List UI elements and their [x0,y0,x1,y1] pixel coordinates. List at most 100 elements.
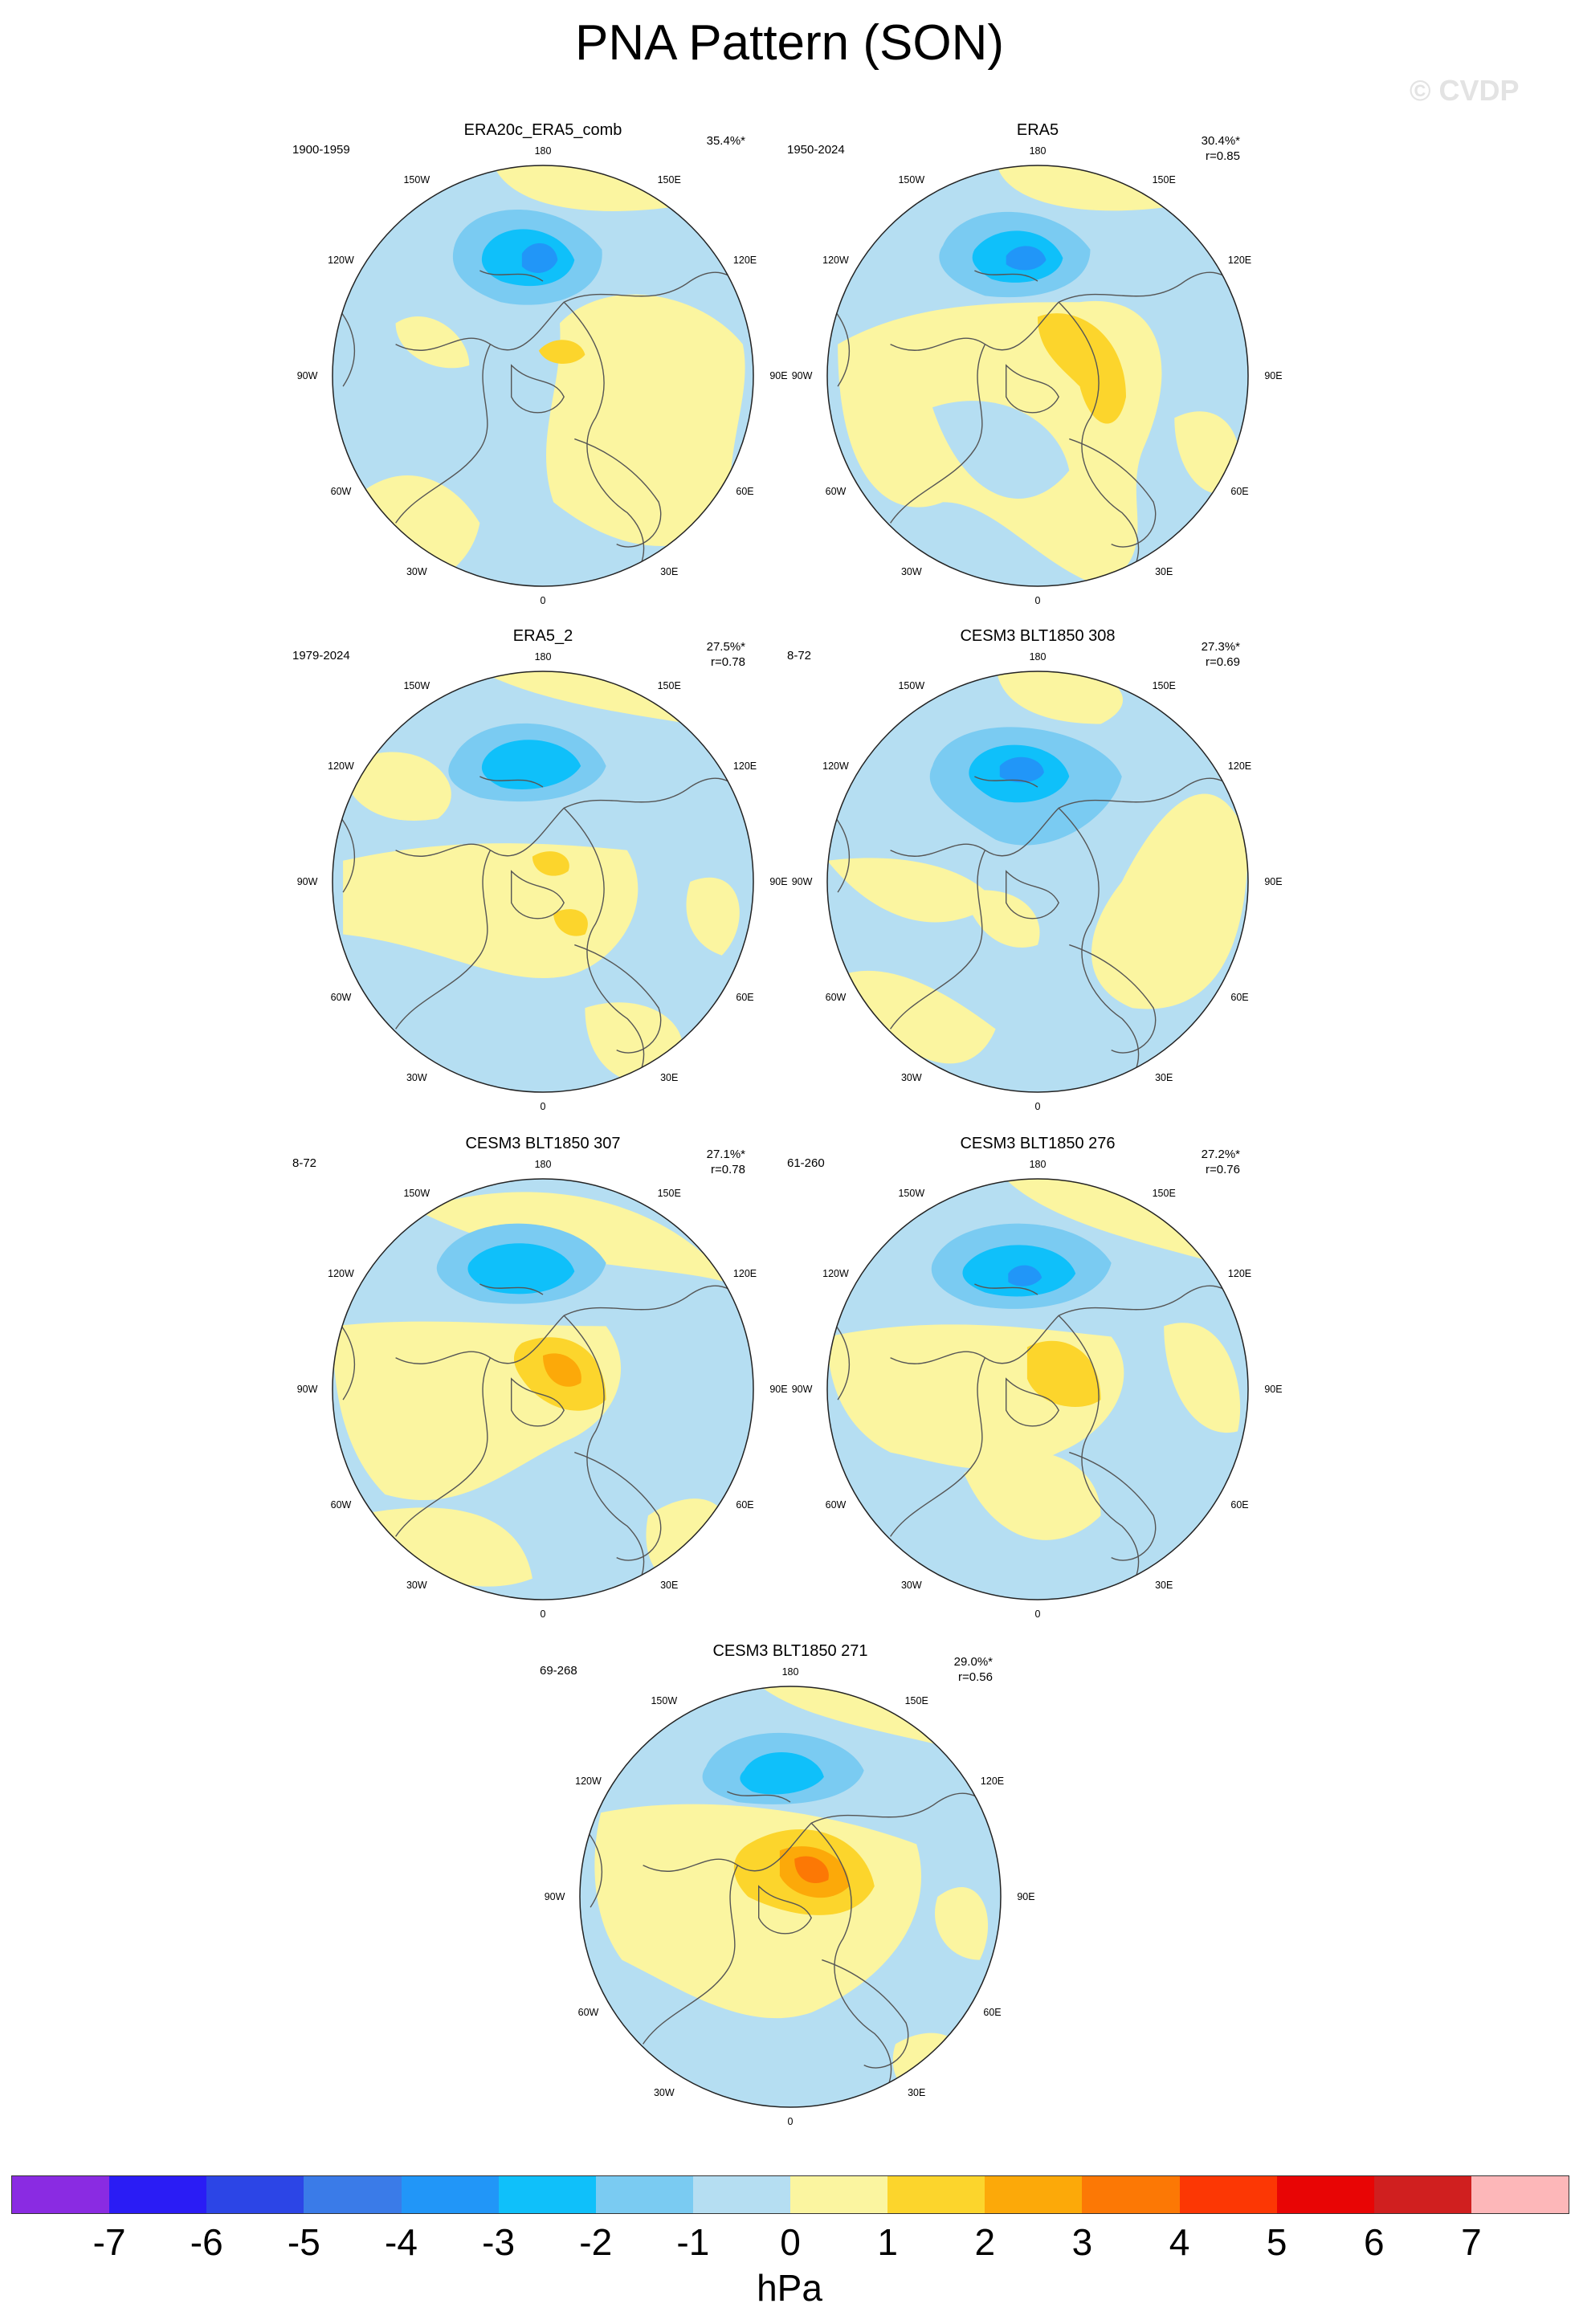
longitude-label: 90E [1017,1891,1035,1902]
longitude-label: 60W [825,486,847,498]
longitude-label: 180 [1029,650,1047,663]
panel-variance: 27.1%* [706,1148,745,1161]
longitude-label: 120E [1227,254,1252,266]
longitude-label: 0 [1034,595,1041,607]
colorbar-swatch [985,2176,1083,2213]
coastline [1069,1451,1157,1561]
longitude-label: 150W [403,1188,430,1200]
coastline [395,1357,492,1537]
contour-region [490,165,672,211]
longitude-label: 120W [822,1267,849,1279]
contour-region [892,2032,965,2099]
longitude-label: 30E [1155,1579,1173,1591]
coastline [822,1959,909,2069]
coastline [395,271,750,351]
contour-region [546,294,745,546]
coastline [1058,1315,1140,1600]
longitude-label: 90E [1264,876,1283,887]
longitude-label: 60W [825,1499,847,1511]
panel-title: CESM3 BLT1850 307 [465,1135,621,1152]
contour-region [1091,793,1248,1009]
longitude-label: 150W [403,680,430,692]
contour-region [964,1451,1101,1540]
coastline [810,1822,892,2107]
coastline [574,944,662,1054]
longitude-label: 30W [900,1071,922,1083]
longitude-label: 30W [900,565,922,577]
contour-region [395,316,470,369]
colorbar-tick-label: -2 [579,2221,613,2263]
polar-map [579,1686,1002,2108]
coastline [395,344,492,524]
longitude-label: 180 [1029,1158,1047,1170]
coastline [511,870,565,919]
colorbar-swatch [304,2176,402,2213]
contour-region [838,970,996,1064]
longitude-label: 150E [657,174,681,186]
colorbar-tick-label: -3 [482,2221,516,2263]
panel-correlation: r=0.69 [1206,655,1240,669]
contour-region [343,752,451,821]
colorbar-tick-label: -6 [190,2221,223,2263]
colorbar-tick-label: 6 [1363,2221,1385,2263]
longitude-label: 0 [1034,1608,1041,1621]
coastline [574,1451,662,1561]
contour-region [467,1243,575,1295]
contour-region [532,851,569,876]
longitude-label: 60E [1230,486,1249,498]
longitude-label: 150W [898,680,925,692]
panel-variance: 27.5%* [706,640,745,654]
colorbar-swatch [1471,2176,1569,2213]
colorbar-swatch [1179,2176,1277,2213]
coastline [574,438,662,548]
longitude-label: 30E [660,1579,679,1591]
panel-title: ERA20c_ERA5_comb [463,121,622,139]
contour-region [964,890,1040,948]
longitude-label: 90W [791,370,813,381]
longitude-label: 150E [657,680,681,692]
contour-region [748,1686,959,1750]
longitude-label: 30W [406,565,427,577]
longitude-label: 90E [1264,1384,1283,1395]
longitude-label: 150W [898,1188,925,1200]
coastline [974,270,1038,282]
longitude-label: 150E [1152,680,1176,692]
longitude-label: 60W [330,486,352,498]
longitude-label: 120E [980,1775,1005,1787]
coastline [1058,807,1140,1092]
contour-region [827,858,996,923]
coastline [890,850,986,1029]
longitude-label: 0 [787,2116,794,2128]
longitude-label: 90W [296,370,318,381]
panel-years: 1900-1959 [292,143,350,157]
longitude-label: 30E [1155,565,1173,577]
watermark: © CVDP [1410,74,1520,107]
longitude-label: 150W [898,174,925,186]
longitude-label: 120W [575,1775,602,1787]
panel-variance: 27.2%* [1201,1148,1240,1161]
longitude-label: 120W [822,760,849,772]
longitude-label: 90W [296,1384,318,1395]
contour-region [1038,313,1126,424]
coastline [890,271,1245,351]
longitude-label: 90W [544,1891,565,1902]
longitude-label: 150E [1152,174,1176,186]
longitude-label: 60W [330,992,352,1004]
longitude-label: 120E [1227,760,1252,772]
panel-title: ERA5 [1016,121,1059,139]
contour-region [538,340,585,364]
coastline [890,777,1245,857]
polar-map [826,165,1249,587]
longitude-label: 90W [296,876,318,887]
colorbar-tick-label: 3 [1071,2221,1093,2263]
colorbar-tick-label: -7 [92,2221,126,2263]
colorbar-swatch [401,2176,499,2213]
longitude-label: 30E [908,2086,926,2098]
coastline [1006,364,1059,414]
coastline [727,1791,791,1803]
contour-region [481,740,581,790]
coastline [395,777,750,857]
longitude-label: 180 [534,1158,552,1170]
longitude-label: 150W [403,174,430,186]
longitude-label: 90W [791,876,813,887]
